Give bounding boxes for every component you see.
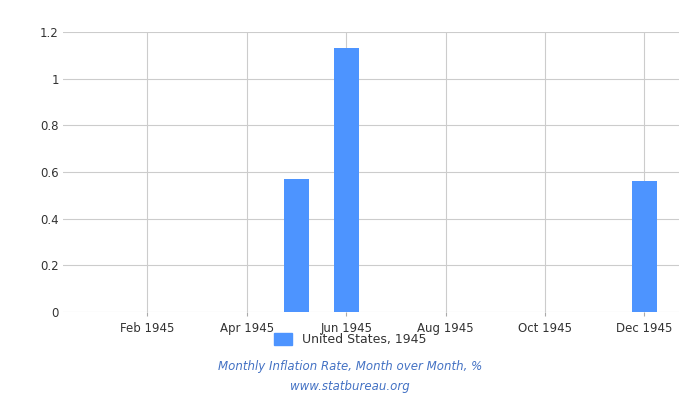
- Bar: [334, 48, 358, 312]
- Text: www.statbureau.org: www.statbureau.org: [290, 380, 410, 393]
- Bar: [284, 179, 309, 312]
- Legend: United States, 1945: United States, 1945: [269, 328, 431, 351]
- Bar: [632, 181, 657, 312]
- Text: Monthly Inflation Rate, Month over Month, %: Monthly Inflation Rate, Month over Month…: [218, 360, 482, 373]
